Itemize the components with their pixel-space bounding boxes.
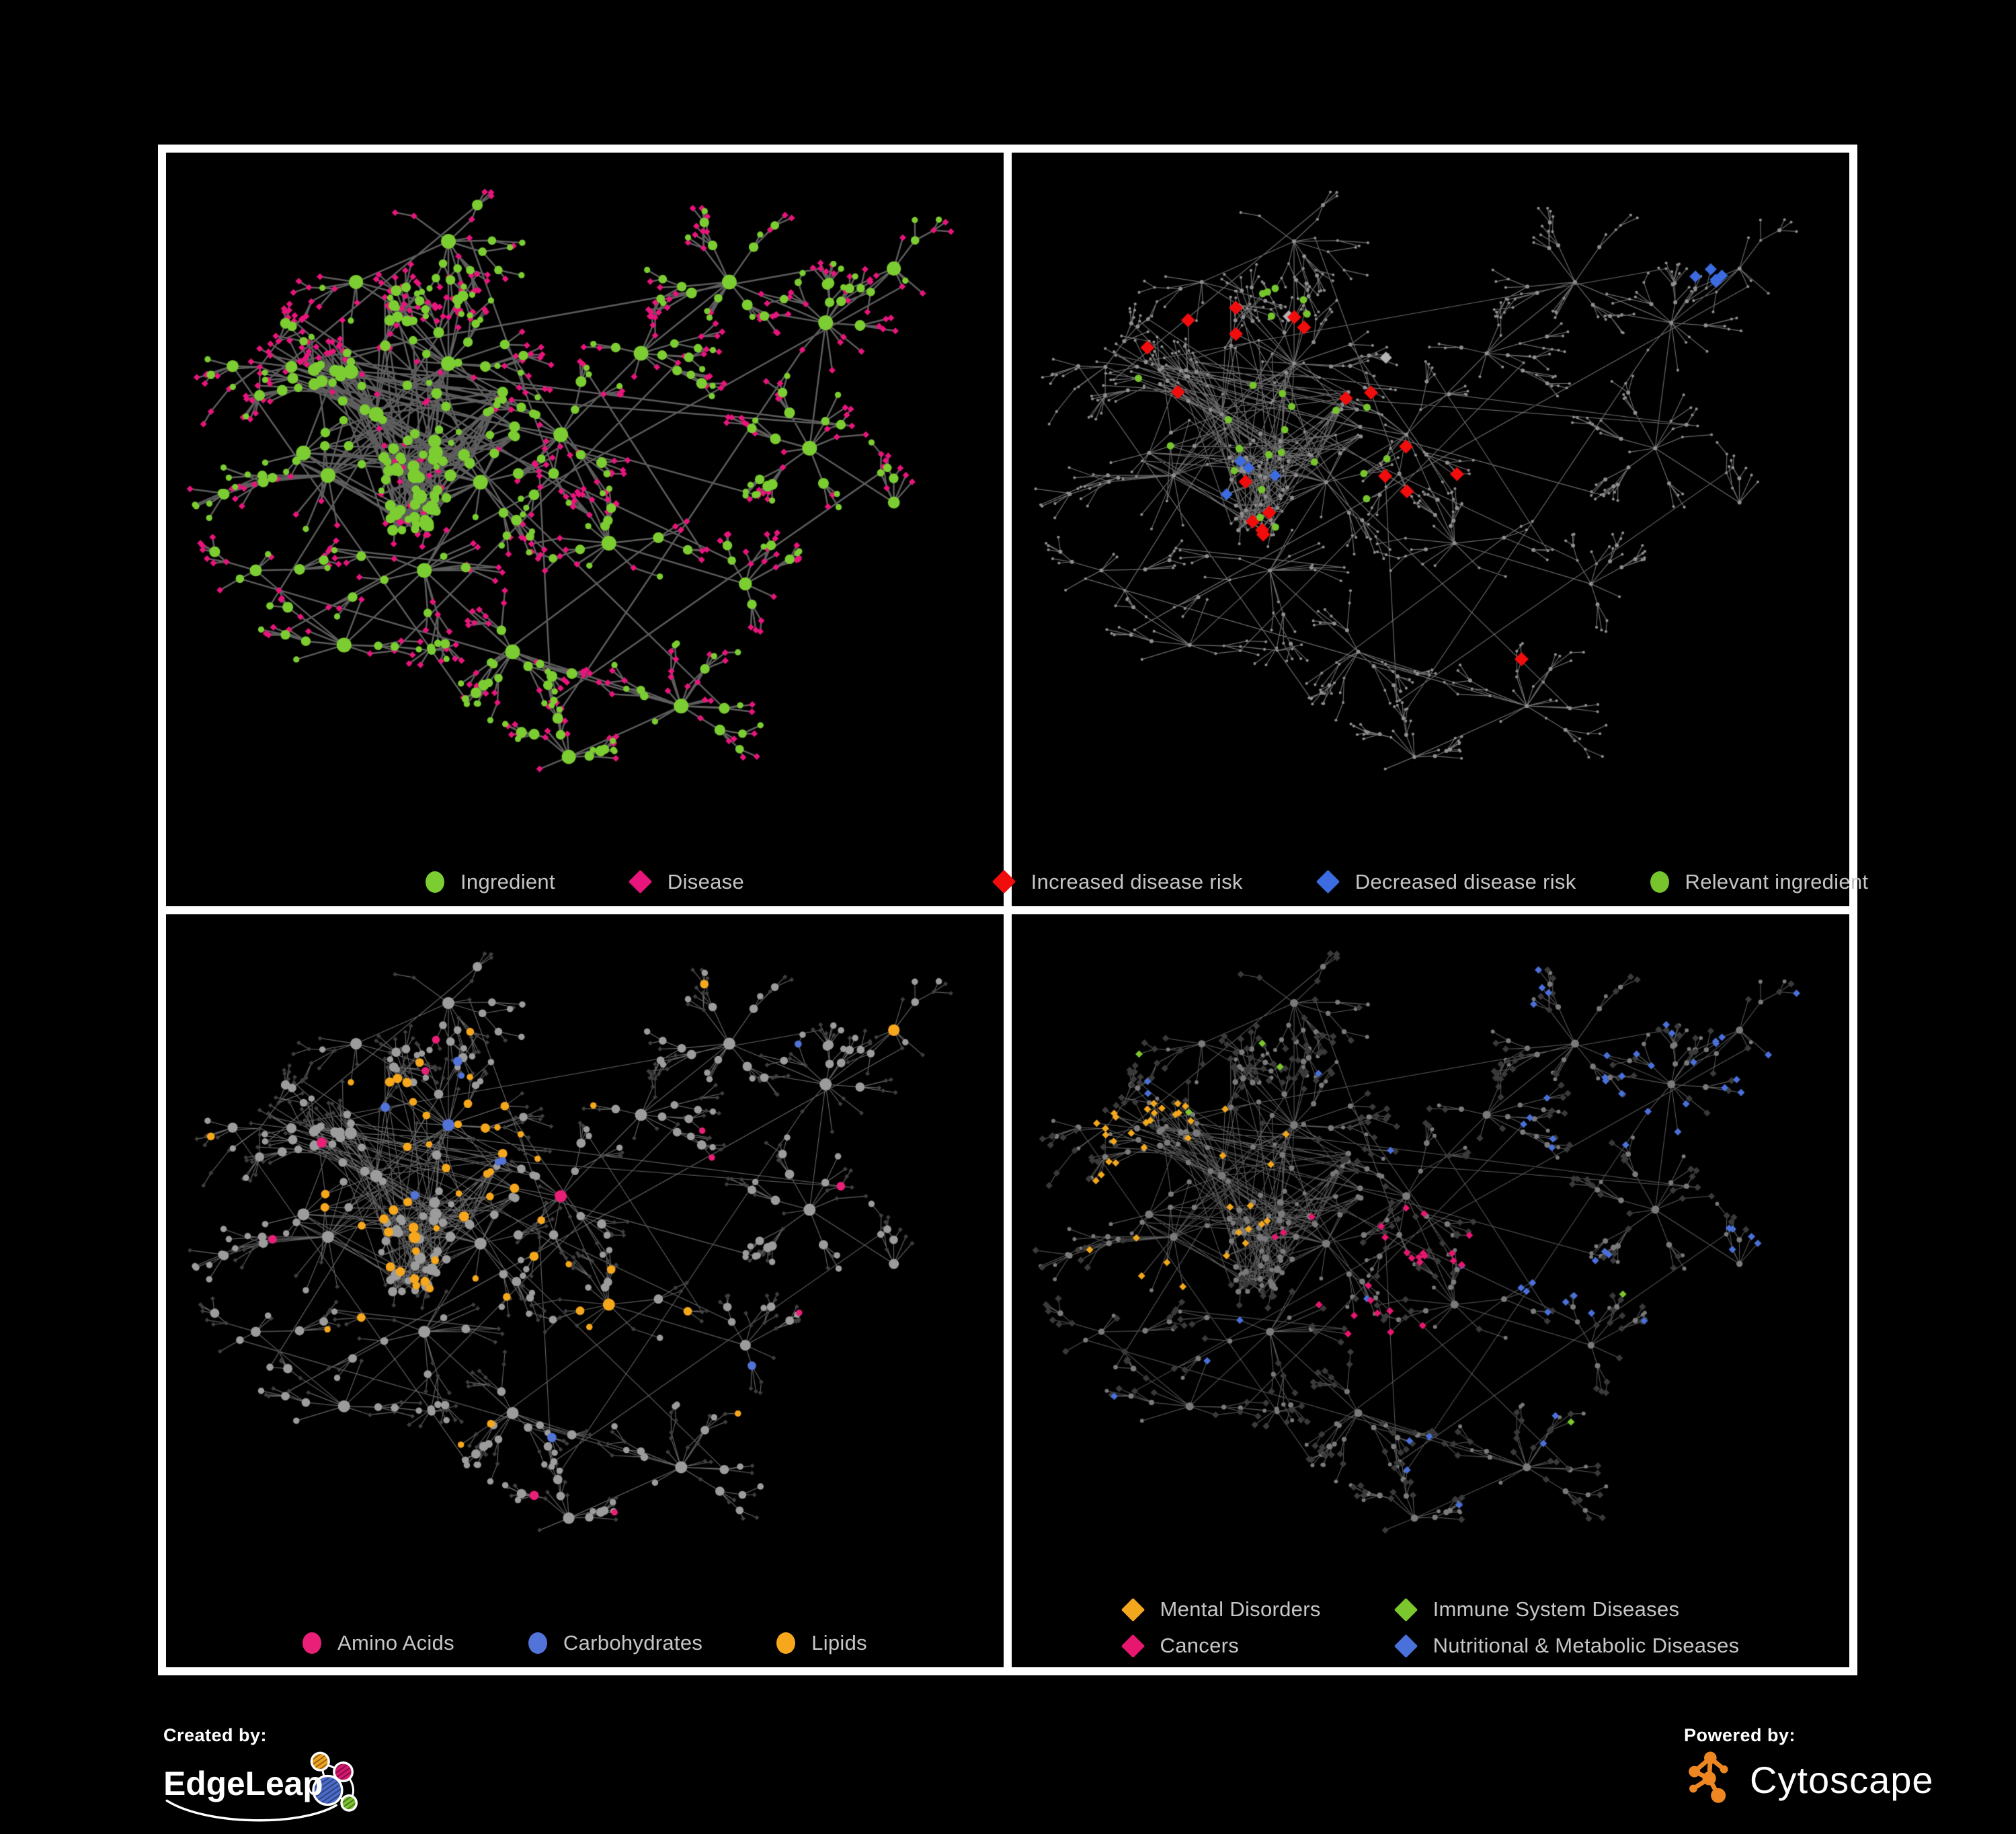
ingredient-disease-legend: Ingredient Disease bbox=[166, 870, 1004, 894]
edgeleap-node-blue-icon bbox=[312, 1774, 344, 1806]
legend-label: Carbohydrates bbox=[563, 1631, 703, 1654]
cytoscape-wordmark: Cytoscape bbox=[1750, 1758, 1934, 1801]
legend-item: Immune System Diseases bbox=[1394, 1597, 1740, 1622]
panel-ingredient-disease: Ingredient Disease bbox=[162, 149, 1008, 910]
legend-item: Mental Disorders bbox=[1121, 1597, 1321, 1622]
disease-categories-network-canvas bbox=[1012, 914, 1849, 1667]
created-by-label: Created by: bbox=[163, 1725, 268, 1745]
panel-nutrient-classes: Amino Acids Carbohydrates Lipids bbox=[162, 910, 1008, 1671]
circle-marker-icon bbox=[1650, 871, 1669, 893]
diamond-marker-icon bbox=[1316, 869, 1340, 894]
legend-item: Lipids bbox=[776, 1631, 867, 1655]
legend-label: Cancers bbox=[1160, 1634, 1240, 1657]
legend-label: Decreased disease risk bbox=[1355, 869, 1576, 893]
diamond-marker-icon bbox=[628, 869, 653, 894]
panel-disease-categories: Mental Disorders Immune System Diseases Ca… bbox=[1008, 910, 1853, 1671]
legend-label: Increased disease risk bbox=[1031, 869, 1243, 893]
circle-marker-icon bbox=[303, 1632, 322, 1654]
legend-label: Lipids bbox=[811, 1631, 867, 1654]
legend-item: Nutritional & Metabolic Diseases bbox=[1394, 1634, 1740, 1658]
edgeleap-swoosh bbox=[165, 1799, 337, 1822]
nutrient-classes-network-canvas bbox=[166, 914, 1004, 1667]
legend-item: Ingredient bbox=[426, 870, 555, 894]
legend-item: Cancers bbox=[1121, 1634, 1321, 1658]
legend-item: Disease bbox=[628, 869, 744, 894]
diamond-marker-icon bbox=[1394, 1634, 1418, 1658]
edgeleap-logo: EdgeLeap bbox=[163, 1751, 358, 1822]
legend-item: Carbohydrates bbox=[528, 1631, 702, 1655]
diamond-marker-icon bbox=[1121, 1634, 1145, 1658]
legend-item: Decreased disease risk bbox=[1316, 869, 1576, 894]
circle-marker-icon bbox=[776, 1632, 796, 1654]
legend-label: Relevant ingredient bbox=[1685, 869, 1869, 893]
ingredient-disease-network-canvas bbox=[166, 153, 1004, 906]
legend-label: Ingredient bbox=[460, 869, 555, 893]
legend-item: Increased disease risk bbox=[992, 869, 1243, 894]
diamond-marker-icon bbox=[1394, 1597, 1418, 1622]
cytoscape-logo-icon bbox=[1689, 1751, 1728, 1803]
legend-label: Mental Disorders bbox=[1160, 1597, 1321, 1621]
edgeleap-node-green-icon bbox=[340, 1794, 358, 1812]
edgeleap-wordmark: EdgeLeap bbox=[163, 1765, 323, 1802]
disease-categories-legend: Mental Disorders Immune System Diseases Ca… bbox=[1012, 1597, 1849, 1658]
nutrient-classes-legend: Amino Acids Carbohydrates Lipids bbox=[166, 1631, 1004, 1655]
edgeleap-node-pink-icon bbox=[333, 1761, 354, 1782]
legend-label: Disease bbox=[667, 869, 744, 893]
diamond-marker-icon bbox=[1121, 1597, 1145, 1622]
circle-marker-icon bbox=[528, 1632, 547, 1654]
legend-item: Amino Acids bbox=[303, 1631, 454, 1655]
disease-risk-legend: Increased disease risk Decreased disease … bbox=[992, 869, 1868, 894]
powered-by-block: Powered by: Cytoscape bbox=[1684, 1725, 1934, 1809]
powered-by-label: Powered by: bbox=[1684, 1725, 1796, 1745]
created-by-block: Created by: EdgeLeap bbox=[163, 1725, 382, 1834]
legend-item: Relevant ingredient bbox=[1650, 870, 1869, 894]
edgeleap-node-orange-icon bbox=[310, 1751, 330, 1771]
panel-disease-risk: Increased disease risk Decreased disease … bbox=[992, 149, 1868, 910]
circle-marker-icon bbox=[426, 871, 444, 893]
legend-label: Immune System Diseases bbox=[1433, 1597, 1680, 1621]
disease-risk-network-canvas bbox=[1012, 153, 1849, 906]
diamond-marker-icon bbox=[992, 869, 1016, 894]
legend-label: Nutritional & Metabolic Diseases bbox=[1433, 1634, 1740, 1657]
legend-label: Amino Acids bbox=[337, 1631, 454, 1654]
figure-grid: Ingredient Disease Increased disease risk… bbox=[158, 145, 1868, 1675]
